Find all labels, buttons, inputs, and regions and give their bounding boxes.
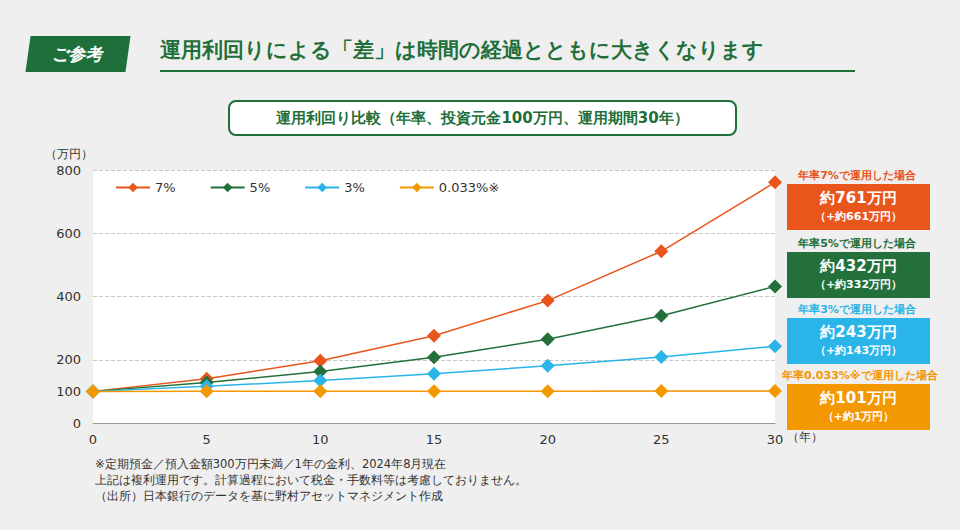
html-text:（出所）日本銀行のデータを基に野村アセットマネジメント作成: （出所）日本銀行のデータを基に野村アセットマネジメント作成 [95,489,443,503]
html-text:年率5%で運用した場合: 年率5%で運用した場合 [798,237,916,250]
html-text:年率0.033%※で運用した場合: 年率0.033%※で運用した場合 [782,369,938,382]
svg-text:0: 0 [89,432,97,447]
svg-text:25: 25 [653,432,670,447]
svg-text:400: 400 [56,289,81,304]
html-text:（+約1万円）: （+約1万円） [822,410,895,423]
svg-text:（万円）: （万円） [45,147,93,161]
html-text:上記は複利運用です。計算過程において税金・手数料等は考慮して: 上記は複利運用です。計算過程において税金・手数料等は考慮しておりません。 [95,473,527,487]
html-text:約101万円: 約101万円 [820,389,897,407]
html-text:約432万円: 約432万円 [820,257,897,275]
svg-text:3%: 3% [344,180,365,195]
svg-text:（年）: （年） [787,430,823,444]
svg-text:100: 100 [56,384,81,399]
html-text:約243万円: 約243万円 [820,323,897,341]
svg-text:5: 5 [203,432,211,447]
html-text:年率3%で運用した場合: 年率3%で運用した場合 [798,303,916,316]
svg-text:200: 200 [56,352,81,367]
html-text:年率7%で運用した場合: 年率7%で運用した場合 [798,169,916,182]
svg-text:5%: 5% [250,180,271,195]
svg-text:7%: 7% [155,180,176,195]
html-text:ご参考: ご参考 [51,44,105,64]
svg-text:800: 800 [56,163,81,178]
svg-text:15: 15 [426,432,443,447]
html-text:※定期預金／預入金額300万円未満／1年の金利、2024年8: ※定期預金／預入金額300万円未満／1年の金利、2024年8月現在 [95,457,447,471]
svg-text:0.033%※: 0.033%※ [439,180,499,195]
html-text:運用利回り比較（年率、投資元金100万円、運用期間30年）: 運用利回り比較（年率、投資元金100万円、運用期間30年） [276,109,689,127]
html-text:（+約332万円）: （+約332万円） [814,278,903,291]
html-text:（+約661万円）: （+約661万円） [814,210,903,223]
svg-text:20: 20 [539,432,556,447]
html-text:運用利回りによる「差」は時間の経過とともに大きくなります: 運用利回りによる「差」は時間の経過とともに大きくなります [160,38,764,62]
svg-text:30: 30 [767,432,784,447]
html-text:約761万円: 約761万円 [820,189,897,207]
html-text:（+約143万円）: （+約143万円） [814,344,903,357]
svg-text:600: 600 [56,226,81,241]
svg-text:10: 10 [312,432,329,447]
svg-text:0: 0 [73,416,81,431]
